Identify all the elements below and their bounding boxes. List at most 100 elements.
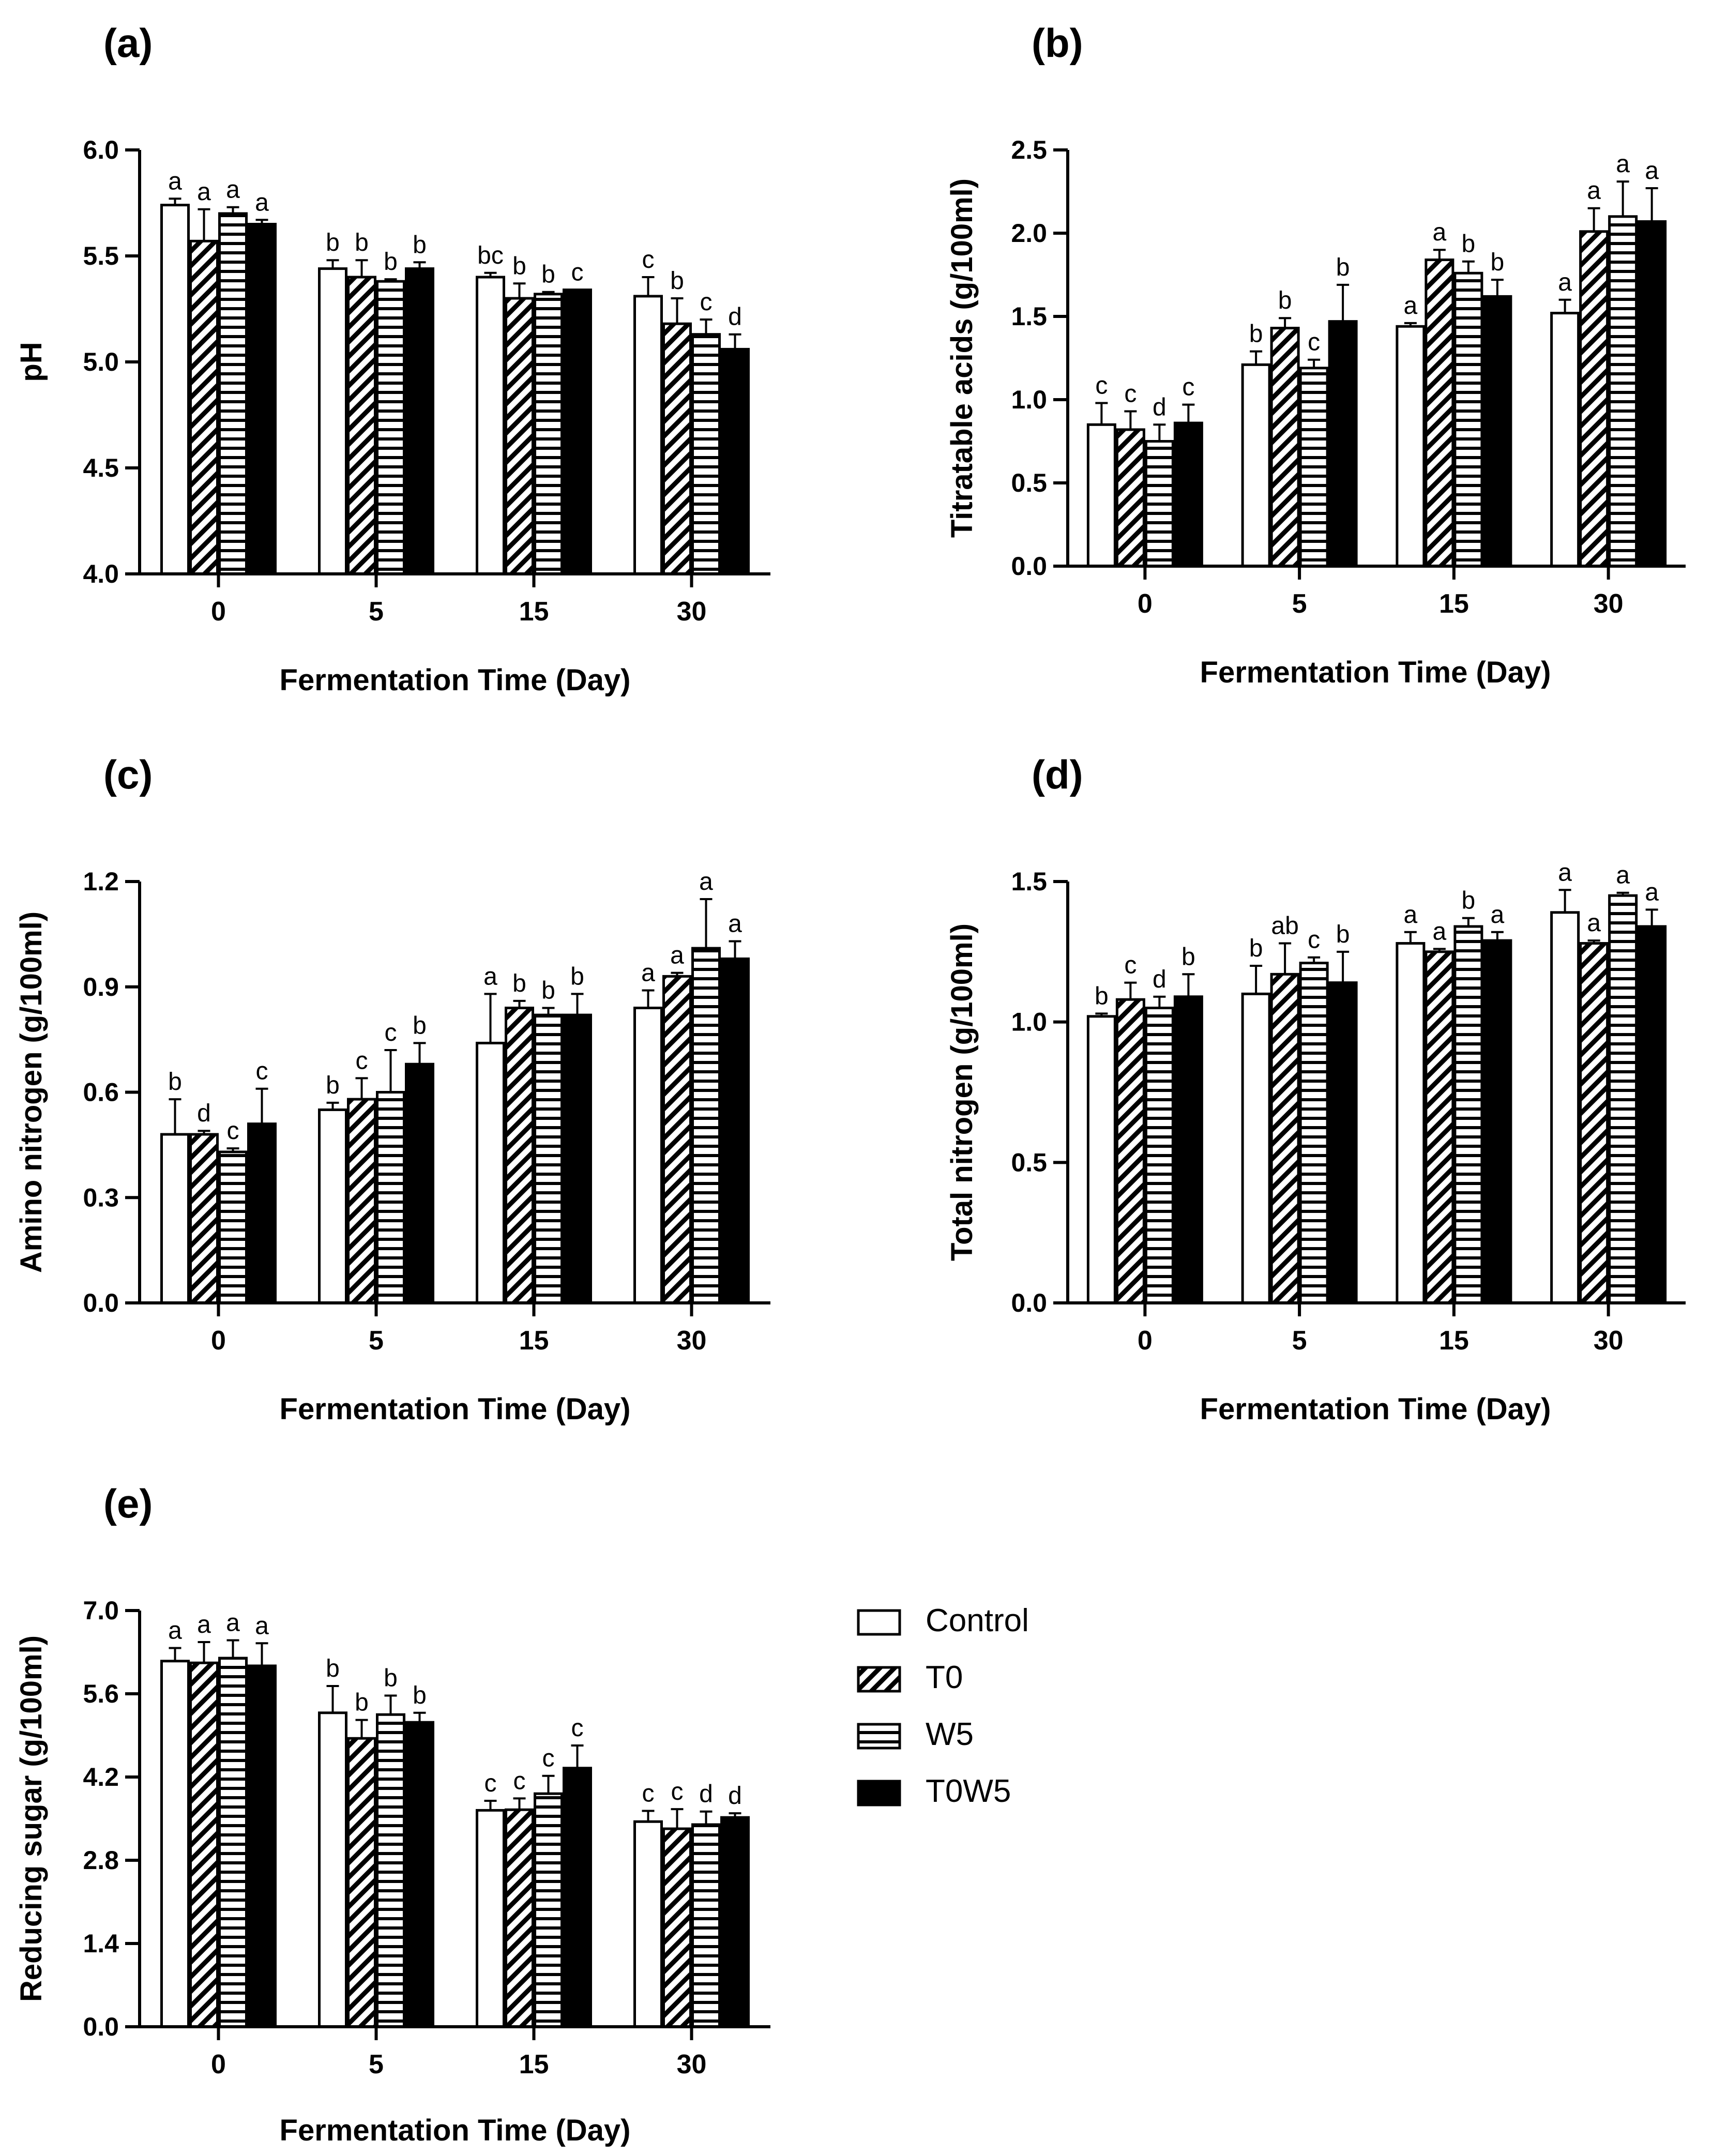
significance-letter: a — [1433, 219, 1447, 246]
bar — [1299, 962, 1329, 1304]
bar — [505, 1808, 534, 2028]
x-axis-title: Fermentation Time (Day) — [280, 663, 631, 697]
bar — [1579, 230, 1609, 568]
y-tick-label: 1.0 — [1011, 385, 1047, 414]
bar — [1637, 220, 1667, 568]
bar — [563, 1013, 592, 1304]
y-tick-label: 0.5 — [1011, 468, 1047, 497]
significance-letter: b — [326, 1655, 340, 1682]
significance-letter: b — [413, 1012, 427, 1039]
significance-letter: a — [255, 1612, 269, 1639]
significance-letter: c — [484, 1770, 497, 1797]
bar — [534, 1013, 563, 1304]
x-axis-title: Fermentation Time (Day) — [280, 1392, 631, 1426]
bar — [247, 1122, 277, 1304]
bar — [405, 1062, 434, 1304]
panel-label: (e) — [103, 1481, 153, 1526]
y-tick-label: 1.5 — [1011, 867, 1047, 896]
significance-letter: c — [1182, 374, 1194, 401]
chart-panel: (d) 0.0 0.5 1.0 1.5 Total nitrogen (g/100ml) 0… — [945, 752, 1686, 1426]
bar — [662, 975, 692, 1304]
legend-swatch — [857, 1723, 901, 1750]
bar — [633, 1007, 663, 1304]
y-tick-label: 0.5 — [1011, 1148, 1047, 1177]
y-axis-title: Titratable acids (g/100ml) — [945, 178, 979, 538]
bar — [189, 1133, 219, 1304]
bar — [247, 223, 277, 575]
bar — [1299, 367, 1329, 568]
y-tick-label: 4.2 — [83, 1763, 119, 1791]
bar — [633, 295, 663, 575]
legend-swatch — [857, 1780, 901, 1806]
y-tick-label: 1.4 — [83, 1929, 119, 1958]
significance-letter: c — [1308, 927, 1320, 954]
x-tick-label: 15 — [519, 2049, 549, 2079]
y-tick-label: 0.0 — [83, 2012, 119, 2041]
bar — [318, 1108, 347, 1304]
bar — [1115, 998, 1145, 1304]
significance-letter: a — [1491, 901, 1505, 929]
significance-letter: b — [355, 1689, 369, 1717]
bar — [633, 1820, 663, 2028]
x-tick-label: 30 — [1594, 589, 1624, 619]
significance-letter: b — [326, 1072, 340, 1099]
x-axis-title: Fermentation Time (Day) — [1200, 1392, 1551, 1426]
significance-letter: c — [1308, 329, 1320, 356]
y-tick-label: 0.0 — [1011, 552, 1047, 581]
x-tick-label: 5 — [369, 597, 384, 627]
y-tick-label: 4.0 — [83, 559, 119, 588]
significance-letter: a — [1433, 918, 1447, 945]
significance-letter: a — [226, 1610, 240, 1637]
bar — [1241, 992, 1271, 1304]
bar — [505, 1007, 534, 1304]
x-tick-label: 0 — [211, 597, 226, 627]
bar — [347, 276, 376, 575]
chart-panel: (e) 0.0 1.4 2.8 4.2 5.6 7.0 Reducing sugar (g/1… — [14, 1481, 770, 2147]
bar — [1328, 320, 1358, 568]
significance-letter: c — [642, 1780, 655, 1808]
significance-letter: a — [168, 1617, 182, 1644]
bar — [1637, 925, 1667, 1304]
bar — [347, 1737, 376, 2028]
significance-letter: c — [1124, 381, 1137, 408]
y-axis-title: Total nitrogen (g/100ml) — [945, 923, 979, 1261]
significance-letter: c — [700, 289, 713, 316]
significance-letter: a — [1616, 862, 1630, 889]
bar — [1425, 259, 1455, 568]
bar — [1115, 428, 1145, 568]
x-tick-label: 0 — [211, 1326, 226, 1356]
x-tick-label: 0 — [1138, 1326, 1153, 1356]
bar — [318, 267, 347, 575]
significance-letter: c — [542, 1745, 555, 1772]
bar — [720, 347, 750, 575]
bar — [691, 947, 721, 1304]
bar — [1144, 440, 1174, 568]
significance-letter: b — [541, 977, 555, 1005]
y-tick-label: 0.0 — [83, 1288, 119, 1317]
bar — [1482, 939, 1512, 1304]
bar — [1086, 1015, 1116, 1304]
x-tick-label: 15 — [519, 1326, 549, 1356]
bar — [476, 1041, 505, 1304]
significance-letter: d — [728, 1782, 742, 1810]
bar — [1328, 981, 1358, 1304]
significance-letter: a — [168, 168, 182, 195]
bar — [534, 293, 563, 575]
significance-letter: b — [570, 963, 584, 990]
y-tick-label: 5.6 — [83, 1679, 119, 1708]
panel-label: (b) — [1032, 20, 1083, 66]
x-axis-title: Fermentation Time (Day) — [1200, 656, 1551, 689]
significance-letter: a — [226, 176, 240, 204]
significance-letter: d — [1153, 966, 1166, 993]
bar — [1579, 942, 1609, 1304]
x-tick-label: 5 — [1292, 589, 1307, 619]
y-axis-title: pH — [14, 342, 48, 382]
significance-letter: c — [227, 1117, 239, 1145]
significance-letter: a — [1616, 150, 1630, 178]
significance-letter: a — [1404, 901, 1418, 929]
bar — [563, 1767, 592, 2028]
significance-letter: a — [255, 189, 269, 216]
bar — [691, 1823, 721, 2028]
